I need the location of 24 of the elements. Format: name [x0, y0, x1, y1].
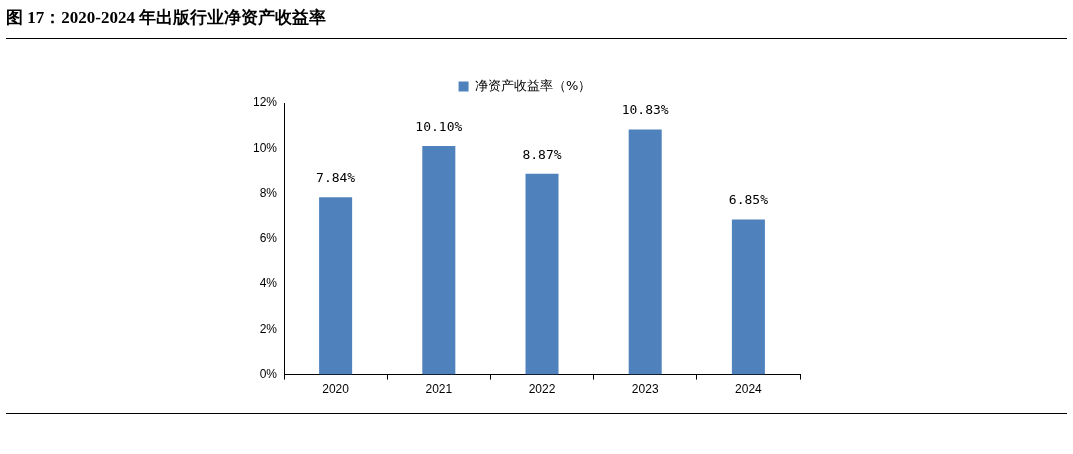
x-tick-label: 2021 — [425, 382, 453, 397]
y-tick-label: 6% — [259, 231, 278, 246]
legend-label: 净资产收益率（%） — [475, 77, 592, 93]
x-tick-label: 2023 — [631, 382, 659, 397]
bar — [628, 129, 662, 375]
data-label: 10.10% — [415, 118, 463, 134]
x-tick-label: 2024 — [735, 382, 763, 397]
data-label: 10.83% — [621, 102, 669, 118]
x-tick-label: 2022 — [528, 382, 556, 397]
bar — [731, 219, 765, 375]
y-tick-label: 0% — [259, 366, 278, 381]
data-label: 7.84% — [316, 170, 356, 186]
bar — [422, 146, 456, 375]
bar — [319, 197, 353, 375]
y-tick-label: 10% — [252, 140, 278, 155]
data-label: 8.87% — [522, 146, 562, 162]
y-tick-label: 2% — [259, 321, 278, 336]
y-tick-label: 12% — [252, 95, 278, 110]
y-tick-label: 4% — [259, 276, 278, 291]
data-label: 6.85% — [728, 192, 769, 208]
y-tick-label: 8% — [259, 185, 278, 200]
chart-title: 图 17：2020-2024 年出版行业净资产收益率 — [6, 7, 327, 29]
x-tick-label: 2020 — [322, 382, 350, 397]
bar — [525, 173, 559, 375]
